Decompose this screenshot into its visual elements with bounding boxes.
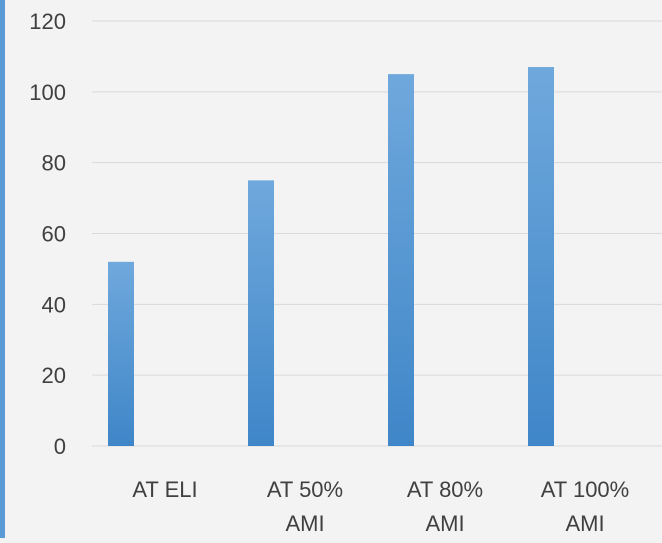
y-tick-label: 80	[42, 151, 66, 176]
bar-2	[248, 180, 274, 446]
left-accent-border	[0, 0, 5, 538]
y-tick-label: 20	[42, 363, 66, 388]
x-tick-label: AT 100%	[541, 477, 629, 502]
x-tick-label: AMI	[425, 511, 464, 536]
y-tick-label: 40	[42, 292, 66, 317]
x-tick-label: AT 80%	[407, 477, 483, 502]
x-tick-label: AMI	[565, 511, 604, 536]
gridlines	[92, 20, 662, 447]
y-tick-label: 60	[42, 222, 66, 247]
bars	[108, 67, 554, 447]
y-tick-label: 100	[29, 80, 66, 105]
x-tick-label: AMI	[285, 511, 324, 536]
bar-1	[108, 261, 134, 446]
y-tick-label: 120	[29, 9, 66, 34]
x-tick-label: AT 50%	[267, 477, 343, 502]
x-tick-label: AT ELI	[132, 477, 197, 502]
x-axis-labels: AT ELI AT 50% AMI AT 80% AMI AT 100% AMI	[132, 477, 629, 536]
y-tick-label: 0	[54, 434, 66, 459]
bar-4	[528, 67, 554, 447]
bar-3	[388, 74, 414, 446]
y-axis-ticks: 0 20 40 60 80 100 120	[29, 9, 66, 459]
